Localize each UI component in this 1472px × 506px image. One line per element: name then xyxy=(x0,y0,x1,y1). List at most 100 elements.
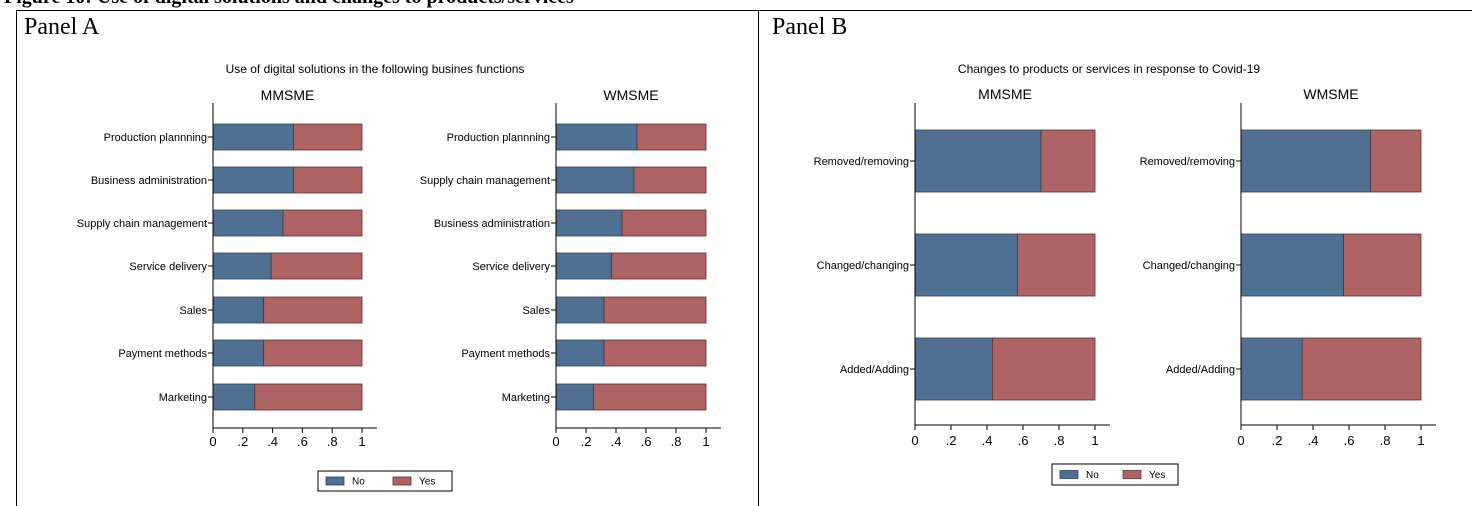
panel-a-label: Panel A xyxy=(24,14,100,40)
panel-a-legend-swatch-yes xyxy=(392,476,412,486)
panel-b-mmsme-bar-no xyxy=(914,233,1018,297)
panel-a-wmsme-category-label: Business administration xyxy=(434,218,550,230)
panel-a-mmsme-bar-yes xyxy=(282,209,363,237)
panel-a-mmsme-bar-no xyxy=(212,296,265,324)
panel-b-wmsme-category-label: Removed/removing xyxy=(1140,156,1235,168)
panel-a-wmsme-bar-no xyxy=(555,209,623,237)
panel-a-wmsme-bar-no xyxy=(555,252,612,280)
panel-a-wmsme-x-tick-label: .2 xyxy=(581,434,592,449)
panel-a-mmsme-bar-no xyxy=(212,383,256,411)
panel-b-mmsme-x-tick-label: .4 xyxy=(982,433,993,448)
panel-a-wmsme-subplot-title: WMSME xyxy=(603,87,658,103)
panel-a-mmsme-bar-no xyxy=(212,123,294,151)
panel-a-mmsme-bar-no xyxy=(212,252,272,280)
panels-table xyxy=(16,10,1472,506)
panel-b-mmsme-bar-yes xyxy=(992,337,1096,401)
panel-b-mmsme-bar-no xyxy=(914,337,993,401)
panel-a-mmsme-category-label: Sales xyxy=(179,305,207,317)
panel-a-wmsme-category-label: Payment methods xyxy=(461,348,550,360)
panel-b-mmsme-category-label: Changed/changing xyxy=(817,260,909,272)
panel-a-legend xyxy=(317,470,453,492)
panel-divider xyxy=(758,10,759,506)
panel-a-wmsme-bar-yes xyxy=(603,339,707,367)
panel-a-wmsme-x-tick-label: 1 xyxy=(702,434,709,449)
panel-a-wmsme-bar-yes xyxy=(636,123,707,151)
panel-a-wmsme-bar-yes xyxy=(611,252,707,280)
panel-b-mmsme-x-tick-label: .6 xyxy=(1018,433,1029,448)
panel-b-mmsme-x-tick-label: .2 xyxy=(946,433,957,448)
panel-b-wmsme-bar-yes xyxy=(1343,233,1422,297)
panel-b-wmsme-category-label: Changed/changing xyxy=(1143,260,1235,272)
panel-b-wmsme-x-tick-label: .6 xyxy=(1344,433,1355,448)
panel-a-wmsme-bar-no xyxy=(555,339,605,367)
panel-a-mmsme-x-tick-label: 0 xyxy=(209,434,216,449)
panel-a-mmsme-category-label: Business administration xyxy=(91,175,207,187)
panel-a-mmsme-bar-no xyxy=(212,209,284,237)
panel-b-wmsme-x-tick-label: 1 xyxy=(1417,433,1424,448)
panel-a-mmsme-bar-yes xyxy=(254,383,363,411)
panel-a-wmsme-bar-no xyxy=(555,166,635,194)
panel-b-wmsme-x-tick-label: .4 xyxy=(1308,433,1319,448)
panel-a-mmsme-category-label: Supply chain management xyxy=(77,218,207,230)
panel-b-wmsme-bar-yes xyxy=(1301,337,1422,401)
panel-b-wmsme-x-tick-label: .8 xyxy=(1380,433,1391,448)
panel-b-mmsme-x-tick-label: 1 xyxy=(1091,433,1098,448)
panel-a-wmsme-bar-no xyxy=(555,123,638,151)
panel-b-mmsme-bar-yes xyxy=(1017,233,1096,297)
panel-b-wmsme-x-tick-label: 0 xyxy=(1237,433,1244,448)
panel-a-mmsme-category-label: Production plannning xyxy=(104,132,207,144)
panel-b-wmsme-subplot-title: WMSME xyxy=(1303,86,1358,102)
panel-a-wmsme-category-label: Production plannning xyxy=(447,132,550,144)
panel-a-wmsme-bar-yes xyxy=(593,383,707,411)
panel-a-mmsme-bar-yes xyxy=(293,166,363,194)
panel-b-mmsme-bar-no xyxy=(914,129,1042,193)
panel-b-mmsme-x-tick-label: 0 xyxy=(911,433,918,448)
panel-b-mmsme-category-label: Added/Adding xyxy=(840,364,909,376)
panel-a-mmsme-subplot-title: MMSME xyxy=(261,87,315,103)
panel-a-mmsme-x-tick-label: .6 xyxy=(297,434,308,449)
panel-a-wmsme-bar-yes xyxy=(633,166,707,194)
panel-b-legend xyxy=(1051,463,1179,486)
panel-a-wmsme-category-label: Marketing xyxy=(502,392,550,404)
panel-b-chart-title: Changes to products or services in respo… xyxy=(958,62,1260,76)
panel-b-wmsme-bar-no xyxy=(1240,129,1372,193)
panel-a-wmsme-category-label: Sales xyxy=(522,305,550,317)
panel-a-mmsme-category-label: Service delivery xyxy=(129,261,207,273)
panel-b-legend-swatch-no xyxy=(1059,470,1079,479)
panel-b-mmsme-bar-yes xyxy=(1040,129,1096,193)
panel-b-label: Panel B xyxy=(772,14,848,40)
panel-b-wmsme-bar-no xyxy=(1240,233,1344,297)
panel-a-mmsme-category-label: Marketing xyxy=(159,392,207,404)
panel-a-mmsme-bar-yes xyxy=(263,339,363,367)
panel-a-mmsme-bar-yes xyxy=(293,123,363,151)
panel-b-mmsme-x-tick-label: .8 xyxy=(1054,433,1065,448)
panel-a-wmsme-bar-yes xyxy=(603,296,707,324)
panel-b-wmsme-x-tick-label: .2 xyxy=(1272,433,1283,448)
panel-a-wmsme-x-tick-label: 0 xyxy=(552,434,559,449)
panel-a-mmsme-x-tick-label: .8 xyxy=(327,434,338,449)
panel-a-legend-swatch-no xyxy=(325,476,345,486)
panel-a-mmsme-x-tick-label: .2 xyxy=(237,434,248,449)
panel-b-wmsme-category-label: Added/Adding xyxy=(1166,364,1235,376)
panel-b-legend-label-yes: Yes xyxy=(1149,470,1165,481)
panel-a-mmsme-bar-yes xyxy=(263,296,363,324)
panel-a-wmsme-x-tick-label: .4 xyxy=(611,434,622,449)
panel-a-wmsme-bar-no xyxy=(555,383,594,411)
panel-a-legend-label-no: No xyxy=(352,477,365,488)
panel-b-legend-swatch-yes xyxy=(1122,470,1142,479)
panel-a-mmsme-category-label: Payment methods xyxy=(118,348,207,360)
panel-b-wmsme-bar-no xyxy=(1240,337,1303,401)
panel-a-wmsme-x-tick-label: .6 xyxy=(641,434,652,449)
figure-title: Figure 10: Use of digital solutions and … xyxy=(4,0,574,9)
panel-a-wmsme-bar-no xyxy=(555,296,605,324)
panel-a-mmsme-x-tick-label: 1 xyxy=(358,434,365,449)
panel-b-mmsme-category-label: Removed/removing xyxy=(814,156,909,168)
panel-b-wmsme-bar-yes xyxy=(1370,129,1422,193)
panel-b-legend-label-no: No xyxy=(1086,470,1099,481)
panel-a-mmsme-bar-no xyxy=(212,339,265,367)
panel-a-chart-title: Use of digital solutions in the followin… xyxy=(226,62,525,76)
panel-a-wmsme-category-label: Supply chain management xyxy=(420,175,550,187)
panel-b-mmsme-subplot-title: MMSME xyxy=(978,86,1032,102)
panel-a-mmsme-x-tick-label: .4 xyxy=(267,434,278,449)
